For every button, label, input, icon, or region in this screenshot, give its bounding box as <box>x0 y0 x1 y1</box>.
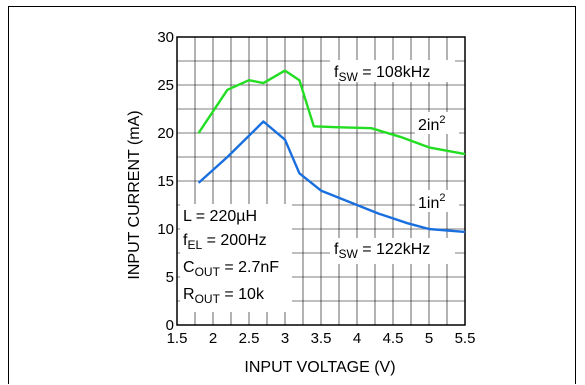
conditions-annotation-bg <box>180 204 292 312</box>
y-tick-label: 15 <box>157 173 174 190</box>
cond-rout-r: R <box>183 286 195 303</box>
fsw-top-sub: SW <box>338 70 358 84</box>
y-tick-label: 20 <box>157 125 174 142</box>
x-tick-label: 5.5 <box>455 330 476 347</box>
y-tick-label: 10 <box>157 221 174 238</box>
area-2-annotation-bg <box>415 112 459 134</box>
fsw-bot-value: = 122kHz <box>358 241 430 258</box>
area-1-annotation-bg <box>415 190 459 212</box>
series-line-1in2 <box>197 120 466 234</box>
x-tick-label: 4 <box>353 330 361 347</box>
tick-labels: 1.5 2 2.5 3 3.5 4 4.5 5 5.5 0 5 10 15 20 25 30 <box>157 29 475 347</box>
y-tick-label: 0 <box>166 317 174 334</box>
area-2-main: 2in <box>418 117 439 134</box>
fsw-bot-f: f <box>334 241 339 258</box>
cond-fel-f: f <box>183 232 188 249</box>
cond-cout-c: C <box>183 259 195 276</box>
x-tick-label: 3 <box>281 330 289 347</box>
y-tick-label: 25 <box>157 77 174 94</box>
condition-output-resistance: ROUT = 10k <box>183 286 265 306</box>
x-tick-label: 4.5 <box>383 330 404 347</box>
x-axis-label: INPUT VOLTAGE (V) <box>244 359 395 376</box>
x-tick-label: 5 <box>425 330 433 347</box>
fsw-top-annotation-bg <box>330 60 455 82</box>
cond-rout-sub: OUT <box>195 292 221 306</box>
area-1-main: 1in <box>418 195 439 212</box>
fsw-bot-annotation: fSW = 122kHz <box>334 241 430 261</box>
fsw-top-annotation: fSW = 108kHz <box>334 64 430 84</box>
cond-cout-sub: OUT <box>195 265 221 279</box>
x-tick-label: 2.5 <box>239 330 260 347</box>
cond-rout-value: = 10k <box>220 286 265 303</box>
fsw-top-f: f <box>334 64 339 81</box>
area-2-sup: 2 <box>439 114 445 126</box>
fsw-bot-sub: SW <box>338 247 358 261</box>
condition-output-capacitance: COUT = 2.7nF <box>183 259 279 279</box>
condition-el-frequency: fEL = 200Hz <box>183 232 267 252</box>
condition-inductance: L = 220µH <box>183 208 257 225</box>
y-axis-label: INPUT CURRENT (mA) <box>126 110 143 279</box>
area-2-annotation: 2in2 <box>418 114 445 134</box>
fsw-top-value: = 108kHz <box>358 64 430 81</box>
area-1-sup: 2 <box>439 192 445 204</box>
cond-fel-sub: EL <box>187 238 202 252</box>
plot-border <box>176 36 466 326</box>
area-1-annotation: 1in2 <box>418 192 445 212</box>
x-tick-label: 2 <box>209 330 217 347</box>
x-tick-label: 3.5 <box>311 330 332 347</box>
series-line-2in2 <box>197 69 466 156</box>
y-tick-label: 5 <box>166 269 174 286</box>
cond-fel-value: = 200Hz <box>202 232 266 249</box>
cond-cout-value: = 2.7nF <box>220 259 279 276</box>
fsw-bot-annotation-bg <box>330 238 455 264</box>
figure-frame <box>8 6 576 384</box>
series-lines <box>197 69 466 234</box>
x-tick-label: 1.5 <box>167 330 188 347</box>
y-tick-label: 30 <box>157 29 174 46</box>
